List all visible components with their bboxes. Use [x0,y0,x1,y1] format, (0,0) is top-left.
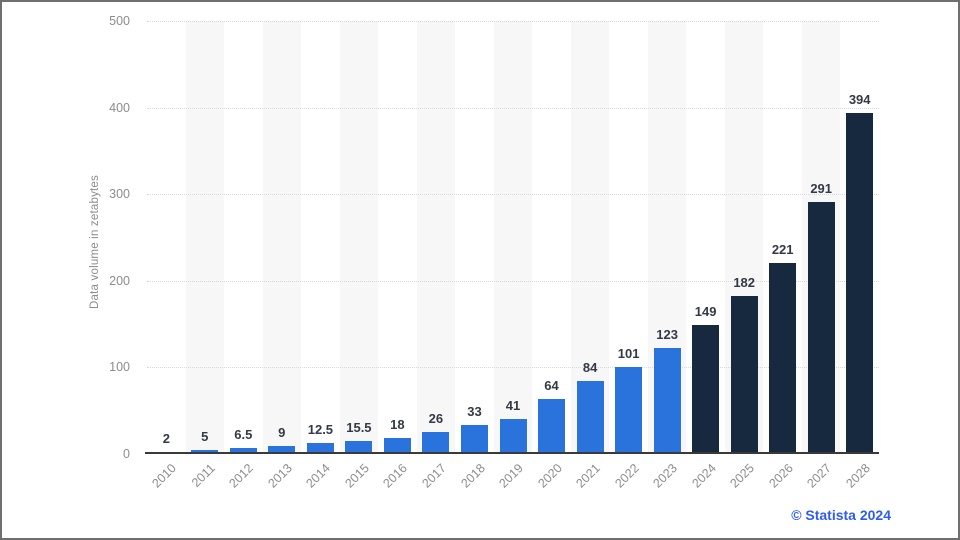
x-axis-baseline [145,452,879,454]
column-stripe [339,21,379,454]
bar-2022[interactable] [615,366,643,454]
bar-value-label-2022: 101 [617,345,640,361]
bar-2025[interactable] [730,296,758,454]
bar-value-label-2014: 12.5 [307,422,334,438]
bar-2026[interactable] [769,262,797,454]
bar-value-label-2011: 5 [201,428,209,444]
bar-value-label-2012: 6.5 [234,427,253,443]
bar-2019[interactable] [499,418,527,454]
column-stripe [493,21,533,454]
bar-2016[interactable] [383,438,411,454]
y-tick-label-100: 100 [109,360,130,375]
gridline-200 [147,280,879,282]
column-stripe [416,21,456,454]
bar-2013[interactable] [268,446,296,454]
bar-value-label-2024: 149 [694,304,717,319]
gridline-500 [147,21,879,22]
bar-value-label-2028: 394 [848,91,871,107]
bar-2017[interactable] [422,431,450,454]
bar-value-label-2018: 33 [467,404,482,420]
bar-value-label-2020: 64 [544,377,559,393]
column-stripe [185,21,224,454]
column-stripe [262,21,302,454]
bar-2020[interactable] [538,398,565,454]
bar-value-label-2019: 41 [505,397,521,413]
bar-value-label-2015: 15.5 [346,419,372,435]
bar-2012[interactable] [229,448,257,454]
bar-value-label-2027: 291 [810,181,833,196]
bar-value-label-2013: 9 [278,425,286,441]
y-tick-label-400: 400 [109,100,130,115]
y-tick-label-0: 0 [123,447,130,461]
statista-credit-link[interactable]: © Statista 2024 [791,507,891,523]
bar-value-label-2023: 123 [656,326,678,342]
bar-value-label-2016: 18 [390,417,405,433]
bar-value-label-2026: 221 [771,241,794,257]
y-tick-label-200: 200 [109,273,130,288]
bar-2011[interactable] [191,449,219,454]
bar-value-label-2017: 26 [428,410,444,426]
bar-2028[interactable] [846,112,874,454]
bar-2023[interactable] [653,347,681,454]
gridline-100 [147,367,879,369]
bar-2024[interactable] [692,325,720,454]
bar-2021[interactable] [576,381,604,454]
bar-2015[interactable] [345,440,373,454]
gridline-400 [147,107,879,109]
gridline-300 [147,194,879,196]
bar-value-label-2025: 182 [733,275,756,291]
bar-2014[interactable] [306,443,334,454]
bar-value-label-2010: 2 [162,431,170,447]
bar-2027[interactable] [807,202,835,454]
bar-2018[interactable] [461,425,488,454]
y-tick-label-500: 500 [109,14,130,28]
plot-area: 2 5 6.5 9 12.5 15.5 18 26 33 41 64 84 101 123 149 182 22… [147,21,879,454]
y-tick-label-300: 300 [109,187,130,202]
bar-value-label-2021: 84 [582,360,598,376]
